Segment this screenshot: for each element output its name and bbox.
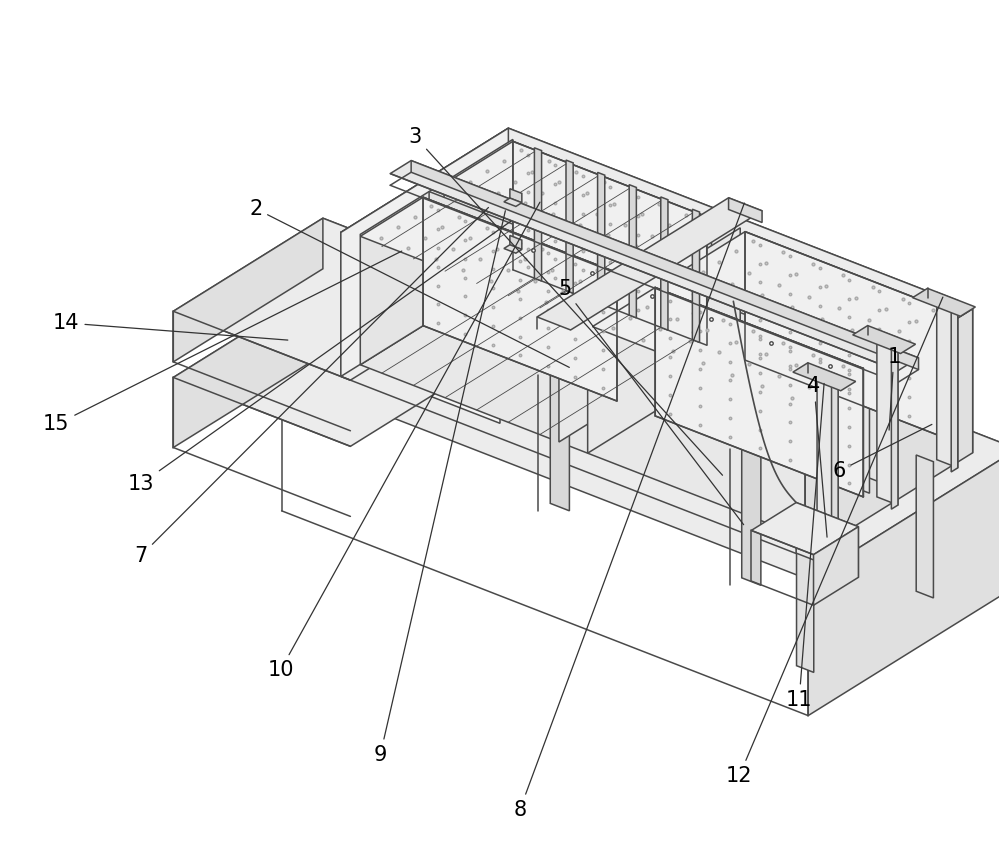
Polygon shape [566,160,573,293]
Polygon shape [682,232,953,351]
Text: 5: 5 [558,279,744,525]
Polygon shape [805,309,973,557]
Polygon shape [450,141,707,256]
Text: 9: 9 [374,211,505,765]
Text: 4: 4 [807,376,827,537]
Polygon shape [592,288,863,408]
Text: 15: 15 [43,251,402,435]
Polygon shape [491,245,1000,585]
Polygon shape [513,141,707,346]
Text: 6: 6 [832,424,932,481]
Polygon shape [751,503,858,554]
Polygon shape [534,148,542,281]
Polygon shape [550,367,569,511]
Text: 3: 3 [409,127,723,475]
Text: 1: 1 [887,346,901,430]
Polygon shape [692,209,700,342]
Polygon shape [537,198,762,330]
Polygon shape [891,338,898,509]
Polygon shape [951,301,958,472]
Polygon shape [808,449,1000,716]
Polygon shape [504,245,522,253]
Text: 12: 12 [726,297,943,785]
Polygon shape [423,197,617,401]
Polygon shape [796,503,858,577]
Polygon shape [429,192,869,493]
Polygon shape [508,128,973,453]
Polygon shape [916,455,933,598]
Polygon shape [793,363,856,391]
Polygon shape [853,325,916,353]
Polygon shape [797,530,814,672]
Polygon shape [913,289,975,317]
Polygon shape [937,292,958,468]
Polygon shape [173,218,323,362]
Polygon shape [814,526,858,605]
Polygon shape [729,198,762,222]
Polygon shape [173,284,323,447]
Polygon shape [504,198,522,206]
Polygon shape [629,184,636,318]
Polygon shape [341,128,508,376]
Text: 10: 10 [267,202,540,680]
Polygon shape [360,270,953,536]
Polygon shape [173,218,500,380]
Text: 11: 11 [786,384,824,710]
Text: 2: 2 [249,199,569,368]
Polygon shape [832,375,838,547]
Polygon shape [390,160,919,371]
Polygon shape [655,288,863,497]
Polygon shape [444,183,884,484]
Polygon shape [598,172,605,306]
Polygon shape [341,128,973,413]
Polygon shape [559,216,712,442]
Text: 8: 8 [513,203,744,819]
Polygon shape [588,228,740,453]
Polygon shape [360,139,513,365]
Text: 13: 13 [128,221,511,494]
Polygon shape [510,235,522,250]
Polygon shape [411,160,919,369]
Polygon shape [282,245,1000,579]
Polygon shape [510,188,522,203]
Text: 14: 14 [53,313,288,340]
Polygon shape [742,441,761,585]
Polygon shape [661,197,668,330]
Text: 7: 7 [134,207,488,565]
Polygon shape [323,284,500,424]
Polygon shape [323,218,500,338]
Polygon shape [745,232,953,441]
Polygon shape [877,329,898,505]
Polygon shape [360,197,617,312]
Polygon shape [817,367,838,543]
Polygon shape [173,284,500,447]
